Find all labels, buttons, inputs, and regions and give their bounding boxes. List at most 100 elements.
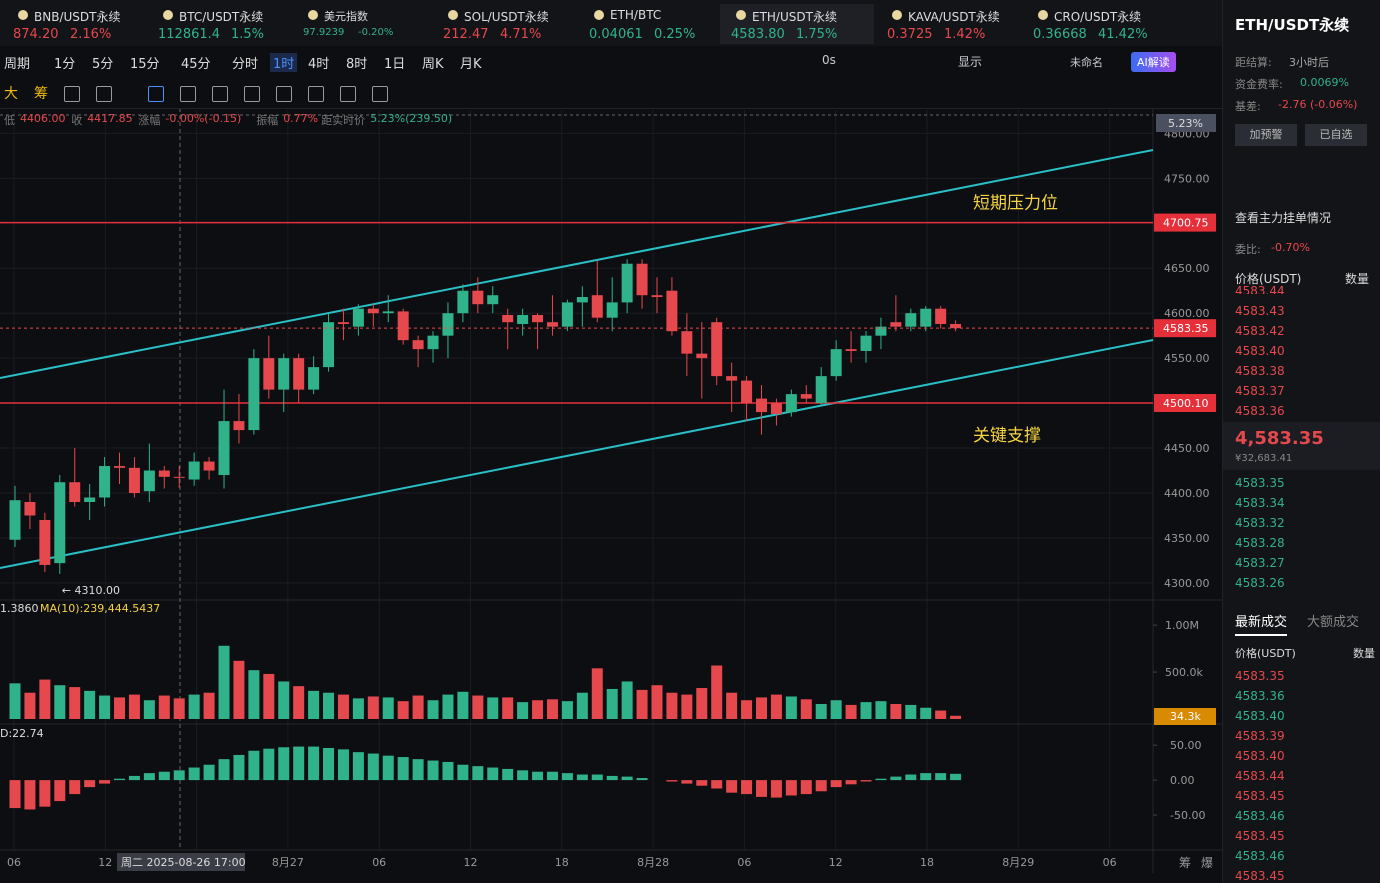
depth-link[interactable]: 查看主力挂单情况 bbox=[1235, 211, 1332, 225]
info-item: 振幅 bbox=[256, 114, 279, 127]
macd-bar bbox=[114, 778, 126, 781]
tool-icon[interactable] bbox=[244, 86, 260, 102]
layout-name[interactable]: 未命名 bbox=[1070, 56, 1103, 69]
candle-body bbox=[666, 290, 678, 332]
period-button[interactable]: 1日 bbox=[384, 57, 406, 72]
macd-bar bbox=[427, 760, 439, 781]
trade-price: 4583.46 bbox=[1235, 809, 1285, 823]
last-badge bbox=[1154, 319, 1216, 338]
trade-tab[interactable]: 最新成交 bbox=[1235, 611, 1288, 636]
macd-bar bbox=[532, 771, 544, 781]
volume-bar bbox=[308, 690, 320, 719]
ask-price: 4583.37 bbox=[1235, 384, 1285, 398]
period-button[interactable]: 周期 bbox=[4, 57, 31, 72]
y-tick-label: 4550.00 bbox=[1164, 352, 1210, 365]
tab-name[interactable]: BTC/USDT永续 bbox=[179, 10, 264, 24]
macd-bar bbox=[39, 780, 51, 807]
panel-button[interactable]: 已自选 bbox=[1305, 124, 1367, 146]
active-tab bbox=[720, 4, 874, 44]
volume-bar bbox=[681, 694, 693, 719]
tab-name[interactable]: 美元指数 bbox=[324, 10, 368, 23]
tool-icon[interactable] bbox=[308, 86, 324, 102]
tool-icon[interactable] bbox=[276, 86, 292, 102]
macd-bar bbox=[756, 780, 767, 797]
panel-title: ETH/USDT永续 bbox=[1235, 16, 1350, 34]
macd-bar bbox=[158, 771, 170, 781]
tab-icon bbox=[892, 10, 902, 20]
tab-change: 1.75% bbox=[796, 27, 838, 42]
volume-bar bbox=[114, 697, 126, 719]
macd-bar bbox=[502, 768, 514, 781]
period-button[interactable]: 周K bbox=[422, 57, 444, 72]
stat-value: 3小时后 bbox=[1289, 56, 1329, 69]
volume-bar bbox=[84, 690, 96, 719]
volume-bar bbox=[845, 704, 857, 719]
tool-button[interactable]: 筹 bbox=[34, 86, 48, 102]
volume-bar bbox=[770, 694, 782, 719]
volume-bar bbox=[472, 695, 484, 719]
bid-price: 4583.28 bbox=[1235, 536, 1285, 550]
candle-body bbox=[24, 502, 36, 516]
tool-icon[interactable] bbox=[372, 86, 388, 102]
macd-bar bbox=[248, 750, 260, 781]
period-button[interactable]: 4时 bbox=[308, 57, 330, 72]
period-button[interactable]: 45分 bbox=[181, 57, 211, 72]
volume-bar bbox=[233, 660, 245, 719]
period-button[interactable]: 5分 bbox=[92, 57, 114, 72]
candle-body bbox=[681, 331, 693, 354]
tool-icon[interactable] bbox=[64, 86, 80, 102]
tool-icon[interactable] bbox=[148, 86, 164, 102]
volume-bar bbox=[218, 645, 230, 719]
tab-name[interactable]: BNB/USDT永续 bbox=[34, 10, 121, 24]
candle-body bbox=[143, 470, 155, 492]
macd-bar bbox=[54, 780, 66, 802]
tool-icon[interactable] bbox=[340, 86, 356, 102]
tool-button[interactable]: 大 bbox=[4, 86, 18, 102]
trade-tab[interactable]: 大额成交 bbox=[1307, 615, 1360, 630]
candle-body bbox=[546, 322, 558, 327]
macd-bar bbox=[785, 780, 797, 796]
tab-name[interactable]: CRO/USDT永续 bbox=[1054, 10, 1142, 24]
candle-body bbox=[621, 263, 633, 303]
tab-name[interactable]: ETH/USDT永续 bbox=[752, 10, 837, 24]
display-button[interactable]: 显示 bbox=[958, 55, 983, 69]
tool-icon[interactable] bbox=[212, 86, 228, 102]
channel-line bbox=[0, 339, 1154, 569]
tab-price: 4583.80 bbox=[731, 27, 785, 42]
tool-icon[interactable] bbox=[96, 86, 112, 102]
candle-body bbox=[397, 311, 409, 341]
macd-bar bbox=[890, 776, 902, 781]
volume-bar bbox=[487, 697, 499, 719]
period-button[interactable]: 月K bbox=[460, 57, 482, 72]
period-button[interactable]: 1时 bbox=[270, 53, 298, 72]
ratio-label: 委比: bbox=[1235, 243, 1261, 256]
candle-body bbox=[935, 308, 947, 324]
level-badge bbox=[1154, 213, 1216, 232]
tab-icon bbox=[163, 10, 173, 20]
tab-name[interactable]: KAVA/USDT永续 bbox=[908, 10, 1000, 24]
volume-bar bbox=[293, 686, 305, 719]
candle-body bbox=[203, 461, 215, 471]
tab-change: 1.42% bbox=[944, 27, 986, 42]
tool-icon[interactable] bbox=[180, 86, 196, 102]
stat-label: 资金费率: bbox=[1235, 78, 1283, 91]
ai-button[interactable]: AI解读 bbox=[1131, 52, 1176, 72]
volume-bar bbox=[651, 685, 663, 719]
chart-bg bbox=[0, 108, 1222, 883]
ask-price: 4583.42 bbox=[1235, 324, 1285, 338]
book-header: 数量 bbox=[1345, 272, 1370, 286]
tab-name[interactable]: ETH/BTC bbox=[610, 8, 662, 22]
tab-price: 874.20 bbox=[13, 27, 59, 42]
period-button[interactable]: 1分 bbox=[54, 57, 76, 72]
tab-name[interactable]: SOL/USDT永续 bbox=[464, 10, 549, 24]
bid-price: 4583.34 bbox=[1235, 496, 1285, 510]
macd-bar bbox=[293, 746, 305, 781]
period-button[interactable]: 8时 bbox=[346, 57, 368, 72]
y-tick-label: 500.0k bbox=[1165, 666, 1203, 679]
tab-change: 1.5% bbox=[231, 27, 265, 42]
candle-body bbox=[337, 322, 349, 324]
period-button[interactable]: 15分 bbox=[130, 57, 160, 72]
period-button[interactable]: 分时 bbox=[232, 57, 259, 72]
y-tick-label: 4600.00 bbox=[1164, 307, 1210, 320]
panel-button[interactable]: 加预警 bbox=[1235, 124, 1297, 146]
